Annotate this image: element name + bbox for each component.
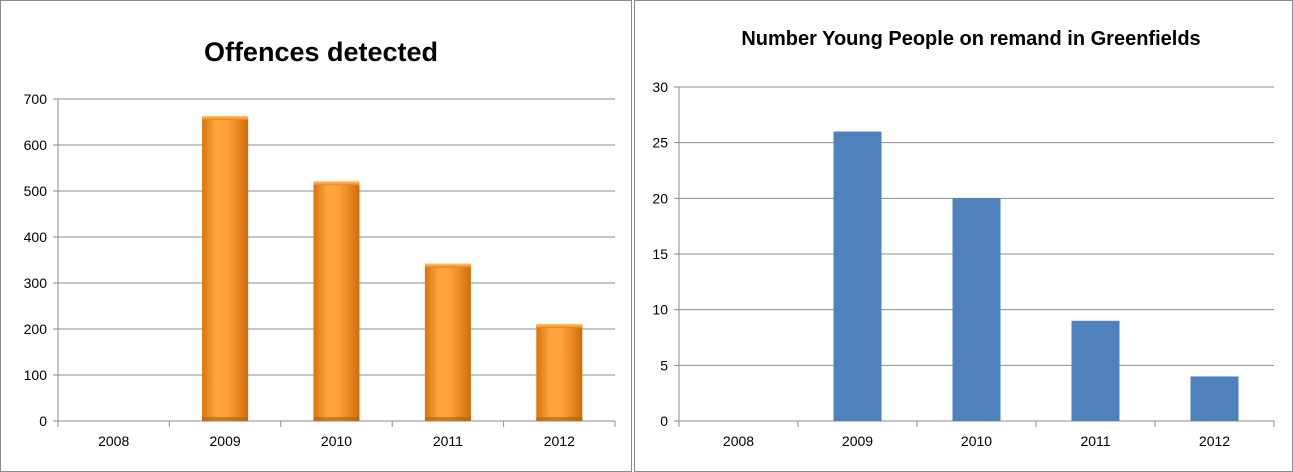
x-tick-label: 2012: [544, 433, 575, 449]
x-tick-label: 2011: [1080, 433, 1110, 449]
y-tick-label: 20: [652, 190, 668, 206]
y-tick-label: 300: [24, 275, 48, 291]
x-tick-label: 2012: [1199, 433, 1230, 449]
bar-body: [1190, 376, 1239, 421]
bar-body: [952, 198, 1001, 421]
y-tick-label: 25: [652, 135, 668, 151]
y-tick-label: 100: [24, 367, 48, 383]
bar-body: [202, 116, 249, 422]
bar-body: [424, 263, 471, 421]
remand-chart: Number Young People on remand in Greenfi…: [652, 28, 1275, 449]
bar-2010: [313, 181, 360, 421]
x-tick-label: 2008: [723, 433, 754, 449]
y-tick-label: 30: [652, 79, 668, 95]
bar-body: [1071, 320, 1120, 421]
y-tick-label: 10: [652, 302, 668, 318]
x-tick-label: 2009: [210, 433, 241, 449]
x-tick-label: 2011: [433, 433, 463, 449]
bar-cap: [536, 323, 583, 328]
y-tick-label: 500: [24, 183, 48, 199]
bar-2009: [202, 116, 249, 422]
chart-title: Number Young People on remand in Greenfi…: [741, 28, 1200, 50]
bar-cap: [313, 181, 360, 186]
remand-chart-panel: Number Young People on remand in Greenfi…: [634, 0, 1293, 472]
bar-2009: [833, 131, 882, 422]
bar-2010: [952, 198, 1001, 421]
bar-cap: [424, 263, 471, 268]
bar-cap: [202, 116, 249, 121]
x-tick-label: 2009: [842, 433, 873, 449]
y-tick-label: 600: [24, 137, 48, 153]
y-tick-label: 0: [39, 413, 47, 429]
bar-base: [536, 417, 583, 421]
bar-body: [313, 181, 360, 421]
offences-chart-panel: Offences detected 0 100 200 300 400 500 600 700…: [0, 0, 632, 472]
bar-base: [202, 417, 249, 421]
bar-2012: [1190, 376, 1239, 421]
y-tick-label: 15: [652, 246, 668, 262]
bar-body: [833, 131, 882, 422]
y-tick-label: 200: [24, 321, 48, 337]
chart-title: Offences detected: [204, 37, 438, 67]
bar-base: [313, 417, 360, 421]
y-tick-label: 700: [24, 91, 48, 107]
x-tick-label: 2010: [321, 433, 352, 449]
offences-chart: Offences detected 0 100 200 300 400 500 600 700…: [24, 37, 616, 449]
y-tick-label: 0: [660, 413, 668, 429]
bar-2012: [536, 323, 583, 421]
bar-2011: [1071, 320, 1120, 421]
x-tick-label: 2010: [961, 433, 992, 449]
bar-2011: [424, 263, 471, 421]
y-tick-label: 400: [24, 229, 48, 245]
y-tick-label: 5: [660, 357, 668, 373]
bar-body: [536, 323, 583, 421]
bar-base: [424, 417, 471, 421]
x-tick-label: 2008: [98, 433, 129, 449]
